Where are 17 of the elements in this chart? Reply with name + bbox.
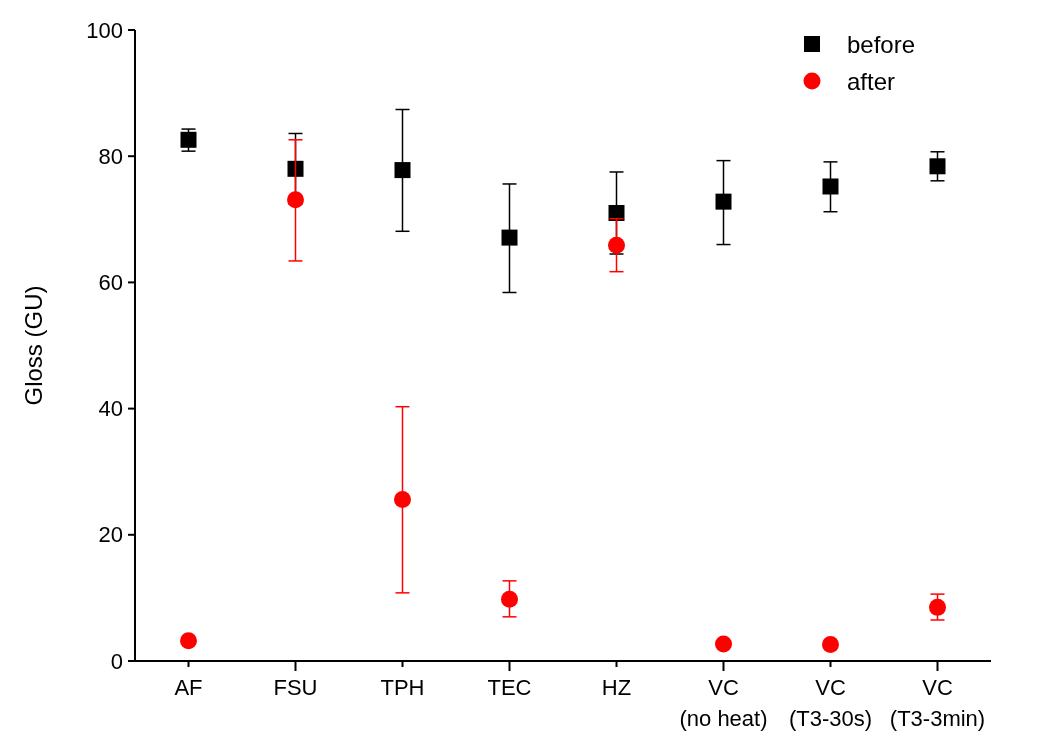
x-tick-label: VC (no heat) — [679, 675, 768, 731]
x-tick-label: TPH — [380, 675, 425, 700]
y-tick-label: 80 — [98, 143, 123, 169]
y-tick-label: 20 — [98, 522, 123, 548]
x-tick-label: VC (T3-30s) — [788, 675, 873, 731]
x-tick-label: AF — [174, 675, 203, 700]
y-tick-label: 0 — [110, 648, 123, 674]
y-tick-label: 60 — [98, 269, 123, 295]
x-tick-label: FSU — [273, 675, 318, 700]
legend-label: after — [847, 67, 896, 95]
legend-label: before — [847, 30, 916, 58]
y-tick-label: 40 — [98, 396, 123, 422]
x-tick-label: HZ — [601, 675, 632, 700]
y-axis-title: Gloss (GU) — [20, 285, 47, 406]
y-tick-label: 100 — [86, 17, 123, 43]
x-tick-label: VC (T3-3min) — [889, 675, 986, 731]
x-tick-label: TEC — [487, 675, 532, 700]
